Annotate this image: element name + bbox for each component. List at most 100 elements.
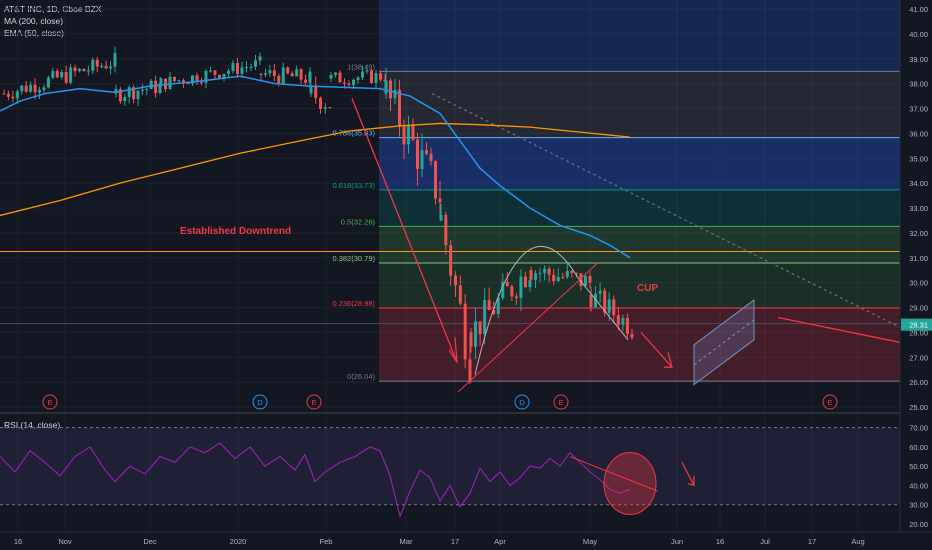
candle-body: [182, 80, 185, 84]
candle-body: [173, 76, 176, 82]
fib-zone: [379, 262, 900, 308]
candle-body: [213, 70, 217, 75]
candle-body: [389, 80, 392, 99]
price-tick-label: 41.00: [909, 5, 928, 14]
event-marker[interactable]: [42, 394, 58, 410]
candle-body: [543, 268, 547, 274]
candle-body: [69, 67, 73, 83]
arrow-head: [664, 352, 673, 368]
price-tick-label: 35.00: [909, 154, 928, 163]
candle-body: [420, 150, 424, 170]
downtrend-arrow[interactable]: [351, 98, 458, 363]
cup-trendline[interactable]: [457, 262, 599, 393]
candle-body: [361, 71, 364, 78]
time-tick-label: 16: [716, 537, 724, 546]
rsi-down-arrow[interactable]: [681, 462, 695, 486]
candle-body: [556, 276, 560, 282]
event-marker[interactable]: [553, 394, 569, 410]
event-marker[interactable]: [514, 394, 530, 410]
candle-body: [113, 53, 117, 67]
candle-body: [281, 67, 285, 84]
candle-body: [299, 69, 303, 80]
candle-body: [561, 276, 565, 278]
candle-body: [227, 70, 230, 74]
ema50-line[interactable]: [0, 75, 631, 259]
time-tick-label: 17: [808, 537, 816, 546]
candle-body: [449, 245, 453, 276]
price-axis[interactable]: [900, 0, 932, 532]
candle-body: [159, 78, 163, 84]
rsi-tick-label: 70.00: [909, 424, 928, 433]
rsi-highlight-ellipse[interactable]: [603, 452, 657, 516]
candle-body: [407, 125, 410, 145]
candle-body: [343, 82, 346, 84]
candle-body: [109, 66, 113, 69]
candle-body: [100, 65, 104, 67]
fib-level-label: 0.618(33.73): [332, 181, 375, 190]
ema-legend[interactable]: EMA (50, close): [4, 28, 64, 38]
ma200-line[interactable]: [0, 122, 631, 217]
candle-body: [463, 303, 467, 360]
event-marker[interactable]: [252, 394, 268, 410]
candle-body: [60, 72, 64, 78]
candle-body: [510, 286, 514, 297]
candle-body: [200, 82, 203, 84]
candle-body: [552, 274, 556, 282]
fib-zone: [379, 137, 900, 190]
candle-body: [314, 85, 318, 99]
candle-body: [398, 89, 401, 127]
target-line[interactable]: [777, 316, 901, 343]
cup-curve[interactable]: [474, 246, 629, 375]
price-tick-label: 25.00: [909, 403, 928, 412]
rsi-line[interactable]: [0, 442, 631, 519]
down-arrow[interactable]: [640, 331, 673, 368]
last-price-tag: [901, 318, 932, 331]
price-tick-label: 39.00: [909, 55, 928, 64]
candle-body: [474, 321, 478, 347]
time-tick-label: Jul: [760, 537, 770, 546]
price-tick-label: 34.00: [909, 179, 928, 188]
candle-body: [565, 270, 569, 277]
candle-body: [356, 77, 360, 80]
event-marker-label: E: [311, 398, 316, 407]
channel-midline: [693, 319, 755, 366]
candle-body: [258, 56, 262, 61]
candle-body: [439, 214, 443, 221]
ma-legend[interactable]: MA (200, close): [4, 16, 64, 26]
candle-body: [383, 79, 387, 82]
candle-body: [425, 150, 428, 154]
candle-body: [338, 72, 342, 83]
fib-zone: [379, 307, 900, 382]
price-tick-label: 40.00: [909, 30, 928, 39]
candle-body: [290, 73, 294, 77]
candle-body: [33, 84, 37, 93]
price-tick-label: 28.00: [909, 328, 928, 337]
candle-body: [501, 281, 505, 298]
price-tick-label: 36.00: [909, 129, 928, 138]
candle-body: [132, 87, 136, 100]
time-tick-label: 2020: [230, 537, 247, 546]
candle-body: [236, 63, 239, 74]
candle-body: [46, 77, 50, 88]
rsi-legend[interactable]: RSI (14, close): [4, 420, 61, 430]
event-marker[interactable]: [822, 394, 838, 410]
candle-body: [621, 317, 625, 325]
candle-body: [483, 300, 487, 335]
rsi-tick-label: 20.00: [909, 520, 928, 529]
candle-body: [570, 270, 574, 274]
candle-body: [82, 68, 86, 72]
fib-zone: [379, 226, 900, 263]
candle-body: [268, 70, 272, 74]
price-tick-label: 31.00: [909, 254, 928, 263]
event-marker[interactable]: [306, 394, 322, 410]
candle-body: [295, 69, 299, 77]
candle-body: [528, 280, 532, 287]
candle-body: [454, 275, 457, 286]
candle-body: [195, 75, 199, 83]
candle-body: [328, 107, 332, 109]
rsi-divergence-line[interactable]: [569, 456, 659, 492]
candle-body: [222, 73, 226, 79]
time-tick-label: 16: [14, 537, 22, 546]
candle-body: [523, 276, 527, 287]
